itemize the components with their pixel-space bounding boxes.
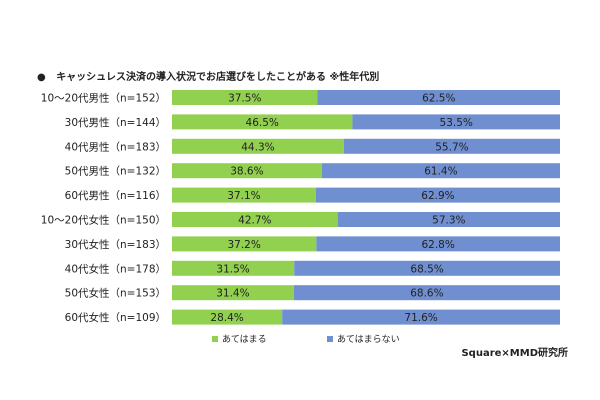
data-label: 31.5% bbox=[216, 263, 249, 275]
bar-segment-applies bbox=[172, 309, 283, 325]
bar-segment-applies bbox=[172, 163, 322, 179]
data-label: 37.1% bbox=[227, 190, 260, 202]
data-label: 62.5% bbox=[422, 93, 455, 105]
bar-segment-not-applies bbox=[282, 309, 560, 325]
category-label: 40代女性（n=178） bbox=[65, 262, 166, 275]
bar-segment-not-applies bbox=[316, 236, 560, 252]
data-label: 46.5% bbox=[246, 117, 279, 129]
category-label: 30代女性（n=183） bbox=[65, 238, 166, 251]
category-label: 30代男性（n=144） bbox=[65, 116, 166, 129]
bar-segment-not-applies bbox=[321, 163, 560, 179]
bar-segment-applies bbox=[172, 138, 344, 154]
chart-title-row: ● キャッシュレス決済の導入状況でお店選びをしたことがある ※性年代別 bbox=[37, 68, 379, 83]
data-label: 28.4% bbox=[210, 312, 243, 324]
chart-title: キャッシュレス決済の導入状況でお店選びをしたことがある ※性年代別 bbox=[56, 72, 380, 83]
bar-segment-not-applies bbox=[317, 90, 560, 105]
category-label: 50代男性（n=132） bbox=[65, 165, 166, 178]
bar-segment-applies bbox=[172, 260, 295, 276]
data-label: 62.8% bbox=[421, 239, 454, 251]
title-bullet: ● bbox=[37, 72, 46, 83]
data-label: 68.6% bbox=[410, 288, 443, 300]
data-label: 71.6% bbox=[404, 312, 437, 324]
data-label: 62.9% bbox=[421, 190, 454, 202]
data-label: 68.5% bbox=[410, 263, 443, 275]
category-label: 10～20代女性（n=150） bbox=[41, 214, 166, 227]
bar-segment-applies bbox=[172, 90, 318, 105]
bar-segment-not-applies bbox=[337, 212, 560, 227]
data-label: 57.3% bbox=[432, 215, 465, 227]
bar-segment-applies bbox=[172, 114, 353, 130]
bar-segment-applies bbox=[172, 187, 316, 203]
source-credit: Square×MMD研究所 bbox=[461, 348, 568, 359]
bar-segment-applies bbox=[172, 236, 317, 252]
bar-segment-not-applies bbox=[343, 138, 560, 154]
data-label: 31.4% bbox=[216, 288, 249, 300]
legend-label: あてはまらない bbox=[337, 334, 400, 345]
data-label: 53.5% bbox=[440, 117, 473, 129]
category-label: 50代女性（n=153） bbox=[65, 287, 166, 300]
data-label: 38.6% bbox=[230, 166, 263, 178]
category-label: 40代男性（n=183） bbox=[65, 140, 166, 153]
bar-segment-not-applies bbox=[352, 114, 560, 130]
bar-segment-applies bbox=[172, 285, 294, 301]
data-label: 55.7% bbox=[435, 141, 468, 153]
bar-segment-not-applies bbox=[315, 187, 560, 203]
bar-segment-not-applies bbox=[293, 285, 560, 301]
legend-swatch bbox=[212, 336, 218, 342]
data-label: 42.7% bbox=[238, 215, 271, 227]
legend-label: あてはまる bbox=[222, 334, 267, 345]
category-label: 60代女性（n=109） bbox=[65, 311, 166, 324]
bar-segment-not-applies bbox=[294, 260, 560, 276]
bar-segment-applies bbox=[172, 212, 338, 227]
category-label: 60代男性（n=116） bbox=[65, 189, 166, 202]
data-label: 44.3% bbox=[241, 141, 274, 153]
category-label: 10～20代男性（n=152） bbox=[41, 92, 166, 105]
data-label: 37.2% bbox=[227, 239, 260, 251]
legend-swatch bbox=[327, 336, 333, 342]
data-label: 61.4% bbox=[424, 166, 457, 178]
data-label: 37.5% bbox=[228, 93, 261, 105]
